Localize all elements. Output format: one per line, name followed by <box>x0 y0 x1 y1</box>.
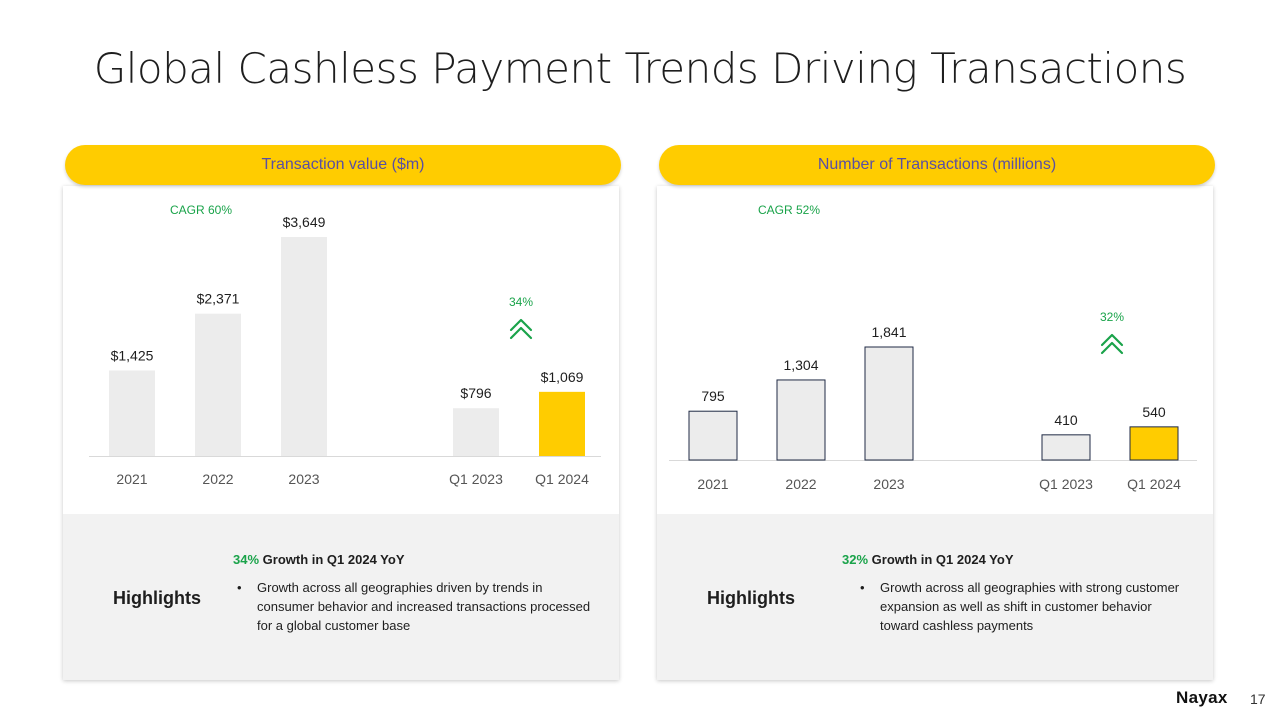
highlights-title: Highlights <box>113 588 201 608</box>
double-chevron-up-icon <box>1100 333 1124 355</box>
highlight-bullet: • Growth across all geographies with str… <box>860 578 1190 635</box>
highlights-headline: 32% Growth in Q1 2024 YoY <box>842 552 1014 567</box>
growth-percent: 32% <box>842 552 869 567</box>
bullet-text: Growth across all geographies with stron… <box>880 580 1180 633</box>
bar-2022 <box>195 313 241 456</box>
bar-value-label: 1,841 <box>871 324 906 340</box>
x-tick-label: 2022 <box>202 471 233 487</box>
growth-percent: 34% <box>233 552 260 567</box>
bar-value-label: 1,304 <box>783 357 818 373</box>
x-tick-label: Q1 2023 <box>449 471 503 487</box>
bar-q1-2024 <box>539 391 585 456</box>
bar-value-label: $3,649 <box>283 214 326 230</box>
highlights-headline: 34% Growth in Q1 2024 YoY <box>233 552 405 567</box>
highlight-bullet: • Growth across all geographies driven b… <box>237 578 597 635</box>
bar-2023 <box>281 237 327 456</box>
bar-2021 <box>109 370 155 456</box>
bullet-icon: • <box>237 580 242 595</box>
page-title: Global Cashless Payment Trends Driving T… <box>93 44 1187 93</box>
bar-value-label: $796 <box>460 385 491 401</box>
bar-value-label: 410 <box>1054 412 1078 428</box>
cagr-label: CAGR 52% <box>758 203 820 217</box>
bar-value-label: $1,425 <box>111 347 154 363</box>
bar-2021 <box>688 410 738 461</box>
bullet-text: Growth across all geographies driven by … <box>257 580 591 633</box>
highlights-box: Highlights 32% Growth in Q1 2024 YoY • G… <box>657 514 1213 680</box>
transaction-value-header: Transaction value ($m) <box>65 145 621 185</box>
bar-value-label: 795 <box>701 388 725 404</box>
transaction-value-chart: $1,425 2021 $2,371 2022 $3,649 2023 $796 Q1 202… <box>89 203 601 487</box>
x-tick-label: 2023 <box>873 476 904 492</box>
transactions-count-header: Number of Transactions (millions) <box>659 145 1215 185</box>
cagr-label: CAGR 60% <box>170 203 232 217</box>
x-tick-label: Q1 2024 <box>1127 476 1181 492</box>
double-chevron-up-icon <box>509 318 533 340</box>
bullet-icon: • <box>860 580 865 595</box>
page-number: 17 <box>1250 691 1266 707</box>
x-tick-label: Q1 2024 <box>535 471 589 487</box>
nayax-logo: Nayax <box>1176 688 1228 707</box>
bar-value-label: $2,371 <box>197 291 240 307</box>
transactions-count-panel: 795 2021 1,304 2022 1,841 2023 410 Q1 2023 540 Q1… <box>657 186 1213 680</box>
bar-2022 <box>776 379 826 461</box>
x-tick-label: 2021 <box>697 476 728 492</box>
growth-label: 32% <box>1100 310 1124 324</box>
transaction-value-panel: $1,425 2021 $2,371 2022 $3,649 2023 $796 Q1 202… <box>63 186 619 680</box>
bar-2023 <box>864 346 914 461</box>
bar-value-label: $1,069 <box>541 369 584 385</box>
highlights-box: Highlights 34% Growth in Q1 2024 YoY • G… <box>63 514 619 680</box>
bar-value-label: 540 <box>1142 404 1166 420</box>
x-tick-label: 2022 <box>785 476 816 492</box>
bar-q1-2024 <box>1129 426 1179 461</box>
headline-text: Growth in Q1 2024 YoY <box>871 552 1014 567</box>
headline-text: Growth in Q1 2024 YoY <box>262 552 405 567</box>
highlights-title: Highlights <box>707 588 795 608</box>
bar-q1-2023 <box>453 408 499 456</box>
bar-q1-2023 <box>1041 434 1091 461</box>
transactions-count-chart: 795 2021 1,304 2022 1,841 2023 410 Q1 2023 540 Q1… <box>669 203 1197 492</box>
x-tick-label: 2021 <box>116 471 147 487</box>
growth-label: 34% <box>509 295 533 309</box>
x-tick-label: Q1 2023 <box>1039 476 1093 492</box>
x-tick-label: 2023 <box>288 471 319 487</box>
